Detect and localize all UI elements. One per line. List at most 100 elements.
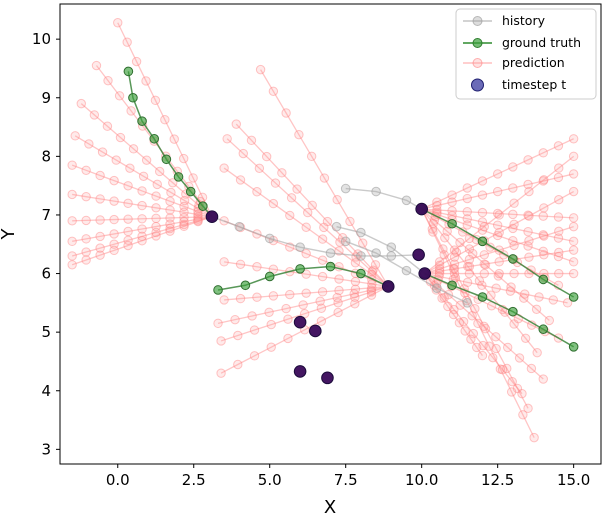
prediction-point xyxy=(266,319,276,330)
prediction-point xyxy=(277,168,287,178)
legend-ground-truth-label: ground truth xyxy=(502,35,581,50)
prediction-point xyxy=(477,207,488,218)
prediction-point xyxy=(95,215,105,225)
prediction-point xyxy=(434,260,445,271)
prediction-point xyxy=(538,211,548,221)
prediction-point xyxy=(81,165,91,176)
prediction-point xyxy=(67,236,77,247)
legend-entry-history: history xyxy=(463,13,546,28)
prediction-point xyxy=(179,153,189,164)
prediction-fan xyxy=(424,151,579,399)
prediction-point xyxy=(268,86,279,97)
prediction-point xyxy=(508,162,518,172)
prediction-point xyxy=(128,144,139,154)
prediction-point xyxy=(447,190,457,200)
prediction-point xyxy=(151,227,161,238)
prediction-point xyxy=(350,276,361,287)
prediction-point xyxy=(508,183,518,193)
prediction-point xyxy=(509,198,519,208)
timestep-point xyxy=(205,210,219,224)
prediction-point xyxy=(432,200,442,211)
prediction-line xyxy=(421,208,559,286)
prediction-point xyxy=(123,214,133,224)
prediction-point xyxy=(193,216,203,227)
prediction-point xyxy=(553,141,564,151)
prediction-point xyxy=(301,288,311,298)
prediction-point xyxy=(523,241,533,251)
prediction-line xyxy=(220,285,389,374)
prediction-point xyxy=(152,179,162,190)
prediction-point xyxy=(520,289,530,299)
prediction-point xyxy=(524,186,534,197)
history-point xyxy=(325,248,336,258)
prediction-point xyxy=(427,224,438,234)
ground-truth-line xyxy=(424,272,575,348)
prediction-point xyxy=(95,194,105,204)
prediction-point xyxy=(539,231,549,241)
prediction-point xyxy=(492,220,503,230)
history-line xyxy=(336,225,426,275)
prediction-point xyxy=(345,216,355,227)
ground-truth-point xyxy=(447,280,457,291)
history-point xyxy=(340,236,351,247)
prediction-point xyxy=(179,207,189,217)
prediction-point xyxy=(512,383,523,394)
prediction-line xyxy=(421,208,538,354)
prediction-point xyxy=(508,223,518,234)
prediction-point xyxy=(494,268,504,279)
legend-frame xyxy=(455,8,597,100)
prediction-point xyxy=(137,224,147,234)
history-point xyxy=(462,298,473,308)
prediction-point xyxy=(462,214,472,224)
prediction-line xyxy=(424,155,575,275)
prediction-point xyxy=(434,257,445,267)
prediction-point xyxy=(554,226,564,237)
prediction-point xyxy=(523,226,533,237)
prediction-point xyxy=(568,257,579,267)
prediction-point xyxy=(317,271,328,282)
prediction-point xyxy=(493,271,503,281)
prediction-point xyxy=(137,186,147,196)
prediction-point xyxy=(235,259,246,269)
prediction-point xyxy=(477,176,488,186)
legend-timestep-label: timestep t xyxy=(502,77,566,92)
history-line xyxy=(345,240,468,304)
prediction-point xyxy=(222,134,232,144)
history-point xyxy=(371,248,381,258)
prediction-point xyxy=(81,247,91,257)
prediction-line xyxy=(421,208,574,242)
x-tick-label: 10.0 xyxy=(405,471,438,489)
prediction-point xyxy=(122,37,132,47)
prediction-point xyxy=(151,213,161,224)
prediction-point xyxy=(554,268,564,279)
prediction-point xyxy=(315,296,325,306)
prediction-line xyxy=(424,273,523,395)
prediction-point xyxy=(492,169,503,179)
history-point xyxy=(356,251,366,261)
ground-truth-point xyxy=(538,324,549,335)
prediction-point xyxy=(111,155,121,165)
prediction-line xyxy=(421,208,574,219)
prediction-line xyxy=(424,249,574,275)
prediction-point xyxy=(449,264,460,274)
timestep-point xyxy=(381,280,395,293)
prediction-point xyxy=(84,139,94,149)
x-tick-label: 15.0 xyxy=(557,471,590,489)
prediction-point xyxy=(518,410,528,420)
prediction-point xyxy=(367,279,377,289)
prediction-point xyxy=(492,230,503,241)
prediction-point xyxy=(367,283,377,293)
prediction-point xyxy=(442,226,452,237)
prediction-point xyxy=(67,216,77,226)
prediction-line xyxy=(71,216,213,257)
prediction-point xyxy=(179,216,189,227)
prediction-point xyxy=(449,304,459,315)
prediction-point xyxy=(553,251,564,262)
legend-timestep-marker xyxy=(471,78,484,92)
prediction-point xyxy=(292,184,302,194)
prediction-point xyxy=(479,250,489,260)
prediction-point xyxy=(491,343,501,354)
prediction-point xyxy=(169,134,179,144)
prediction-point xyxy=(137,214,147,224)
prediction-point xyxy=(193,209,203,220)
